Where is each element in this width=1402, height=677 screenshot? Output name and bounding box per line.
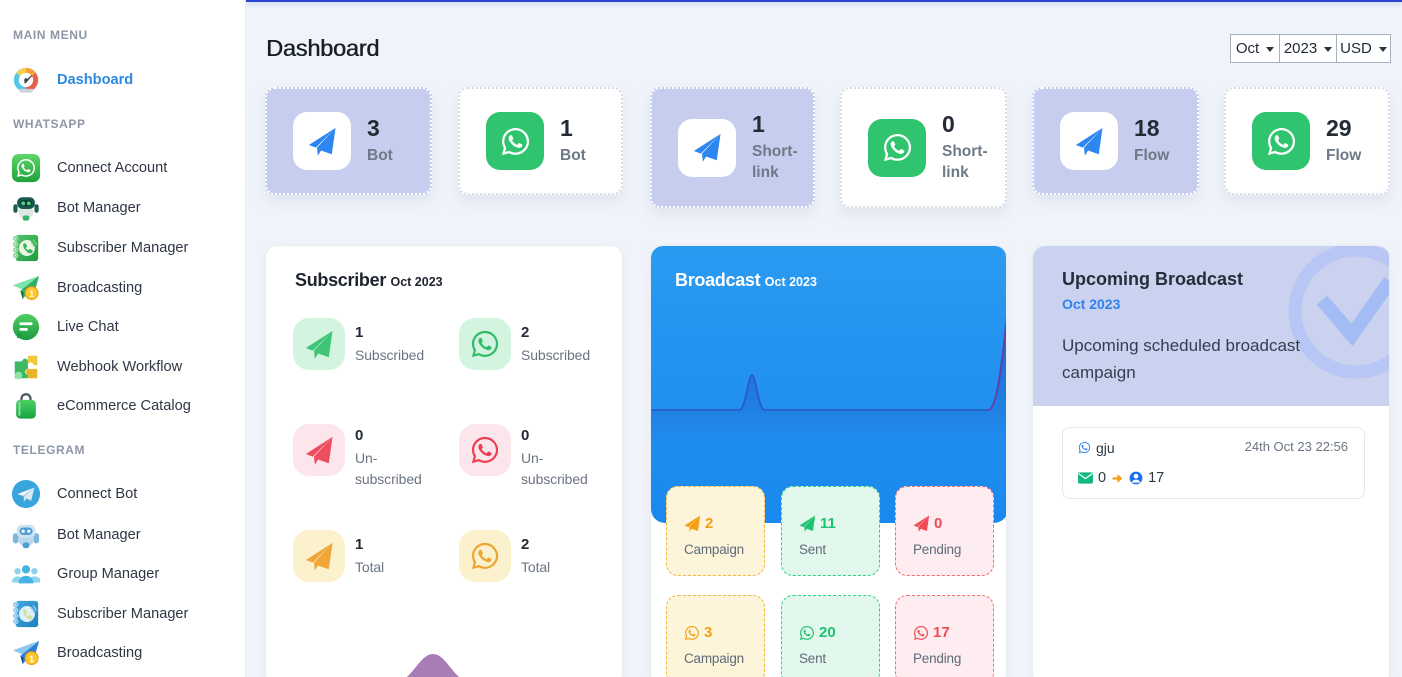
svg-text:1: 1 <box>29 654 34 664</box>
svg-text:1: 1 <box>29 289 34 299</box>
